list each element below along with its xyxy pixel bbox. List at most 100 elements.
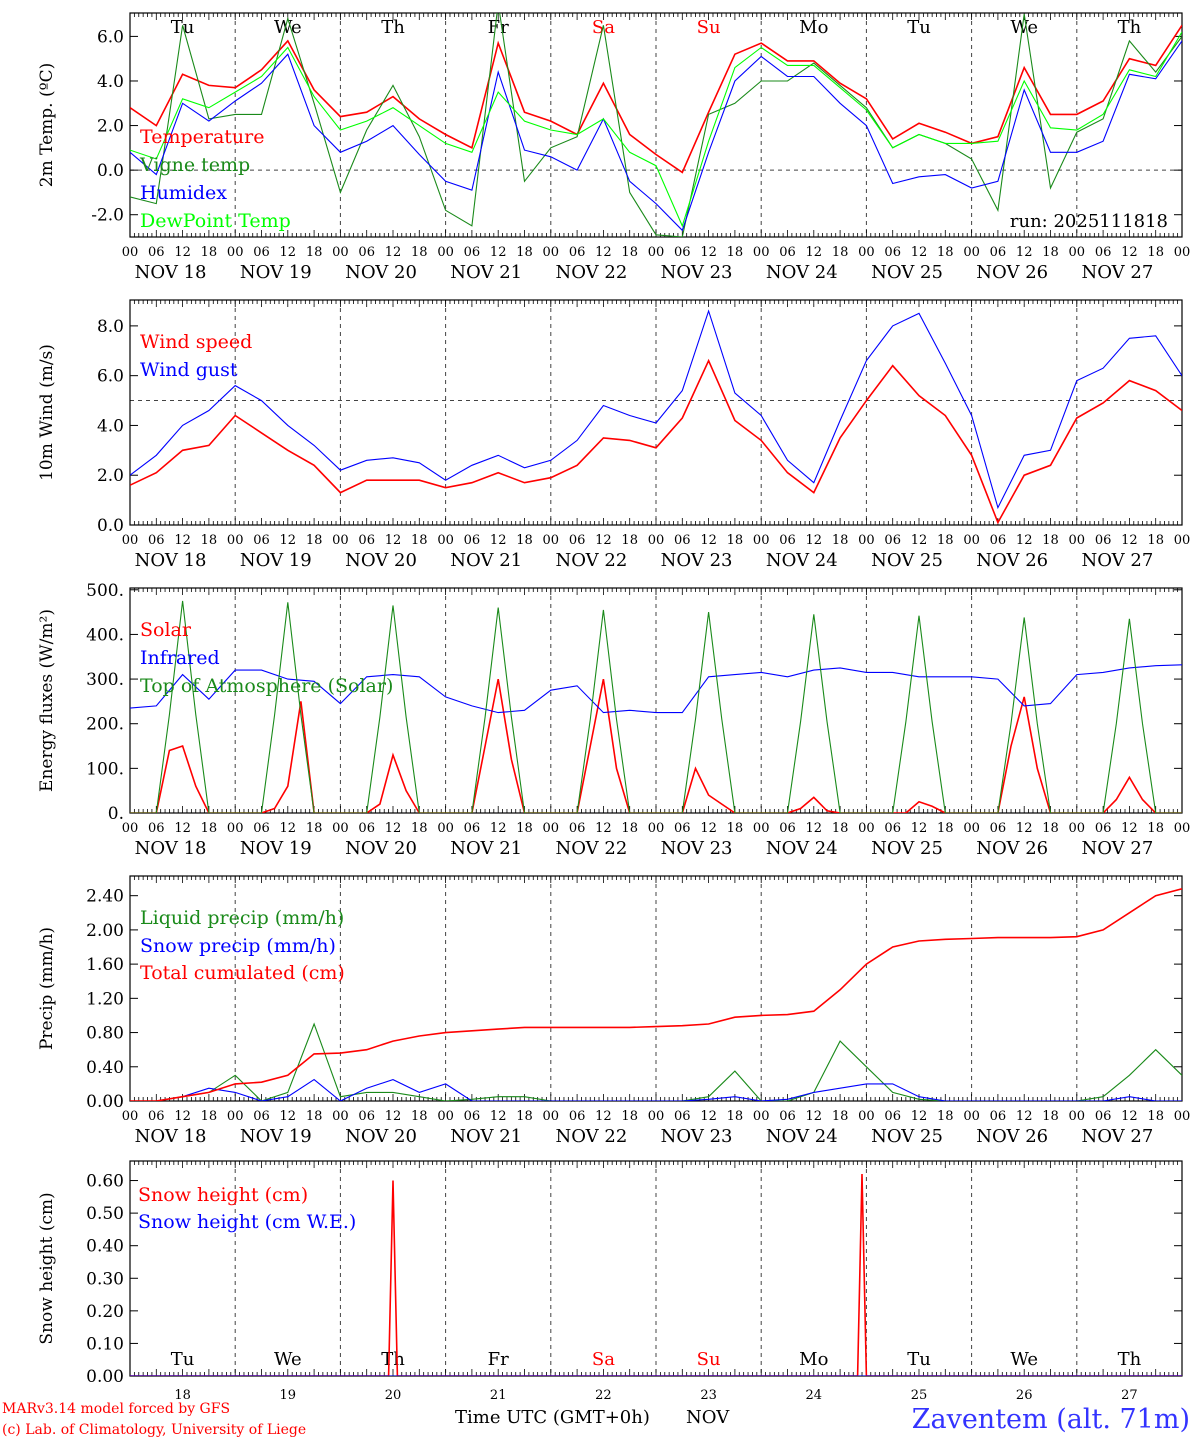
legend-entry: Humidex [140, 182, 227, 204]
y-tick-label: 2.40 [86, 887, 124, 907]
panel-5: 0.60 0.50 0.40 0.30 0.20 0.10 0.00 Snow height … [37, 1160, 1183, 1403]
weekday-label: Tu [907, 1349, 931, 1370]
hour-label: 06 [990, 245, 1007, 260]
date-label: NOV 23 [661, 1126, 733, 1147]
y-tick-label: 6.0 [97, 27, 124, 47]
y-tick-label: 0.0 [97, 161, 124, 181]
hour-label: 12 [490, 245, 507, 260]
hour-label: 06 [884, 821, 901, 836]
hour-label: 06 [358, 533, 375, 548]
weekday-label: Th [381, 17, 405, 38]
hour-label: 00 [543, 821, 560, 836]
hour-label: 18 [621, 245, 638, 260]
y-tick-label: 0.10 [86, 1334, 124, 1354]
hour-label: 18 [727, 821, 744, 836]
series-line-dewpoint-temp [130, 31, 1182, 228]
series-line-liquid-precip-mm-h [130, 1022, 1182, 1101]
y-tick-label: 0.20 [86, 1302, 124, 1322]
day-number-label: 24 [806, 1388, 823, 1403]
legend-entry: Solar [140, 619, 192, 641]
legend-entry: Snow precip (mm/h) [140, 935, 336, 957]
hour-label: 12 [1016, 533, 1033, 548]
copyright: (c) Lab. of Climatology, University of L… [2, 1422, 306, 1438]
weekday-label: Th [381, 1349, 405, 1370]
hour-label: 00 [963, 245, 980, 260]
hour-label: 12 [1016, 245, 1033, 260]
legend-entry: Snow height (cm) [138, 1184, 308, 1206]
x-ticks [129, 1161, 1183, 1376]
hour-label: 12 [1121, 821, 1138, 836]
y-tick-label: 2.0 [97, 466, 124, 486]
y-tick-label: 400. [86, 625, 124, 645]
y-axis-title: 2m Temp. (ºC) [37, 63, 57, 188]
hour-label: 00 [753, 245, 770, 260]
hour-label: 06 [148, 533, 165, 548]
date-label: NOV 26 [976, 1126, 1048, 1147]
x-ticks [129, 13, 1183, 237]
hour-label: 18 [516, 1109, 533, 1124]
hour-label: 06 [990, 1109, 1007, 1124]
hour-label: 12 [700, 533, 717, 548]
hour-label: 12 [806, 1109, 823, 1124]
date-label: NOV 20 [345, 262, 417, 283]
date-label: NOV 21 [450, 838, 522, 859]
hour-label: 18 [1147, 1109, 1164, 1124]
date-label: NOV 18 [135, 262, 207, 283]
hour-label: 00 [753, 533, 770, 548]
hour-label: 12 [385, 1109, 402, 1124]
hour-label: 12 [1121, 245, 1138, 260]
hour-label: 00 [1069, 533, 1086, 548]
y-tick-label: 4.0 [97, 72, 124, 92]
hour-label: 18 [621, 821, 638, 836]
y-tick-label: 0.40 [86, 1237, 124, 1257]
hour-label: 12 [806, 821, 823, 836]
hour-label: 00 [332, 533, 349, 548]
legend-entry: Top of Atmosphere (Solar) [140, 675, 393, 697]
hour-label: 06 [779, 245, 796, 260]
legend-entry: Wind speed [140, 331, 252, 353]
hour-label: 06 [464, 821, 481, 836]
hour-label: 00 [1174, 1109, 1191, 1124]
hour-label: 00 [648, 1109, 665, 1124]
date-label: NOV 25 [871, 838, 943, 859]
hour-label: 06 [569, 533, 586, 548]
hour-label: 00 [332, 1109, 349, 1124]
y-tick-label: 1.20 [86, 989, 124, 1009]
weekday-label: Tu [907, 17, 931, 38]
hour-label: 00 [1174, 245, 1191, 260]
date-label: NOV 18 [135, 1126, 207, 1147]
weekday-label: Tu [171, 1349, 195, 1370]
panel-4: 2.40 2.00 1.60 1.20 0.80 0.40 0.00 Precip (mm/h… [37, 875, 1191, 1147]
y-axis-title: Energy fluxes (W/m²) [37, 609, 57, 792]
hour-label: 00 [437, 245, 454, 260]
hour-label: 00 [227, 821, 244, 836]
hour-label: 06 [358, 1109, 375, 1124]
legend-entry: Wind gust [140, 359, 238, 381]
hour-label: 18 [516, 533, 533, 548]
hour-label: 06 [569, 245, 586, 260]
hour-label: 00 [753, 1109, 770, 1124]
date-label: NOV 27 [1081, 262, 1153, 283]
date-label: NOV 27 [1081, 550, 1153, 571]
hour-label: 18 [727, 245, 744, 260]
hour-label: 18 [411, 821, 428, 836]
day-number-label: 19 [280, 1388, 297, 1403]
y-tick-label: 0.50 [86, 1204, 124, 1224]
hour-label: 18 [832, 533, 849, 548]
hour-label: 12 [806, 533, 823, 548]
hour-label: 18 [727, 1109, 744, 1124]
hour-label: 18 [1147, 245, 1164, 260]
hour-label: 06 [253, 1109, 270, 1124]
hour-label: 18 [411, 1109, 428, 1124]
hour-label: 06 [253, 821, 270, 836]
hour-label: 06 [674, 821, 691, 836]
hour-label: 12 [806, 245, 823, 260]
date-label: NOV 19 [240, 262, 312, 283]
y-tick-label: -2.0 [91, 206, 124, 226]
hour-label: 06 [674, 1109, 691, 1124]
x-axis-title: Time UTC (GMT+0h) [455, 1407, 650, 1428]
y-tick-label: 0.40 [86, 1058, 124, 1078]
hour-label: 18 [1147, 821, 1164, 836]
series-line-humidex [130, 40, 1182, 232]
weekday-label: Sa [592, 1349, 615, 1370]
